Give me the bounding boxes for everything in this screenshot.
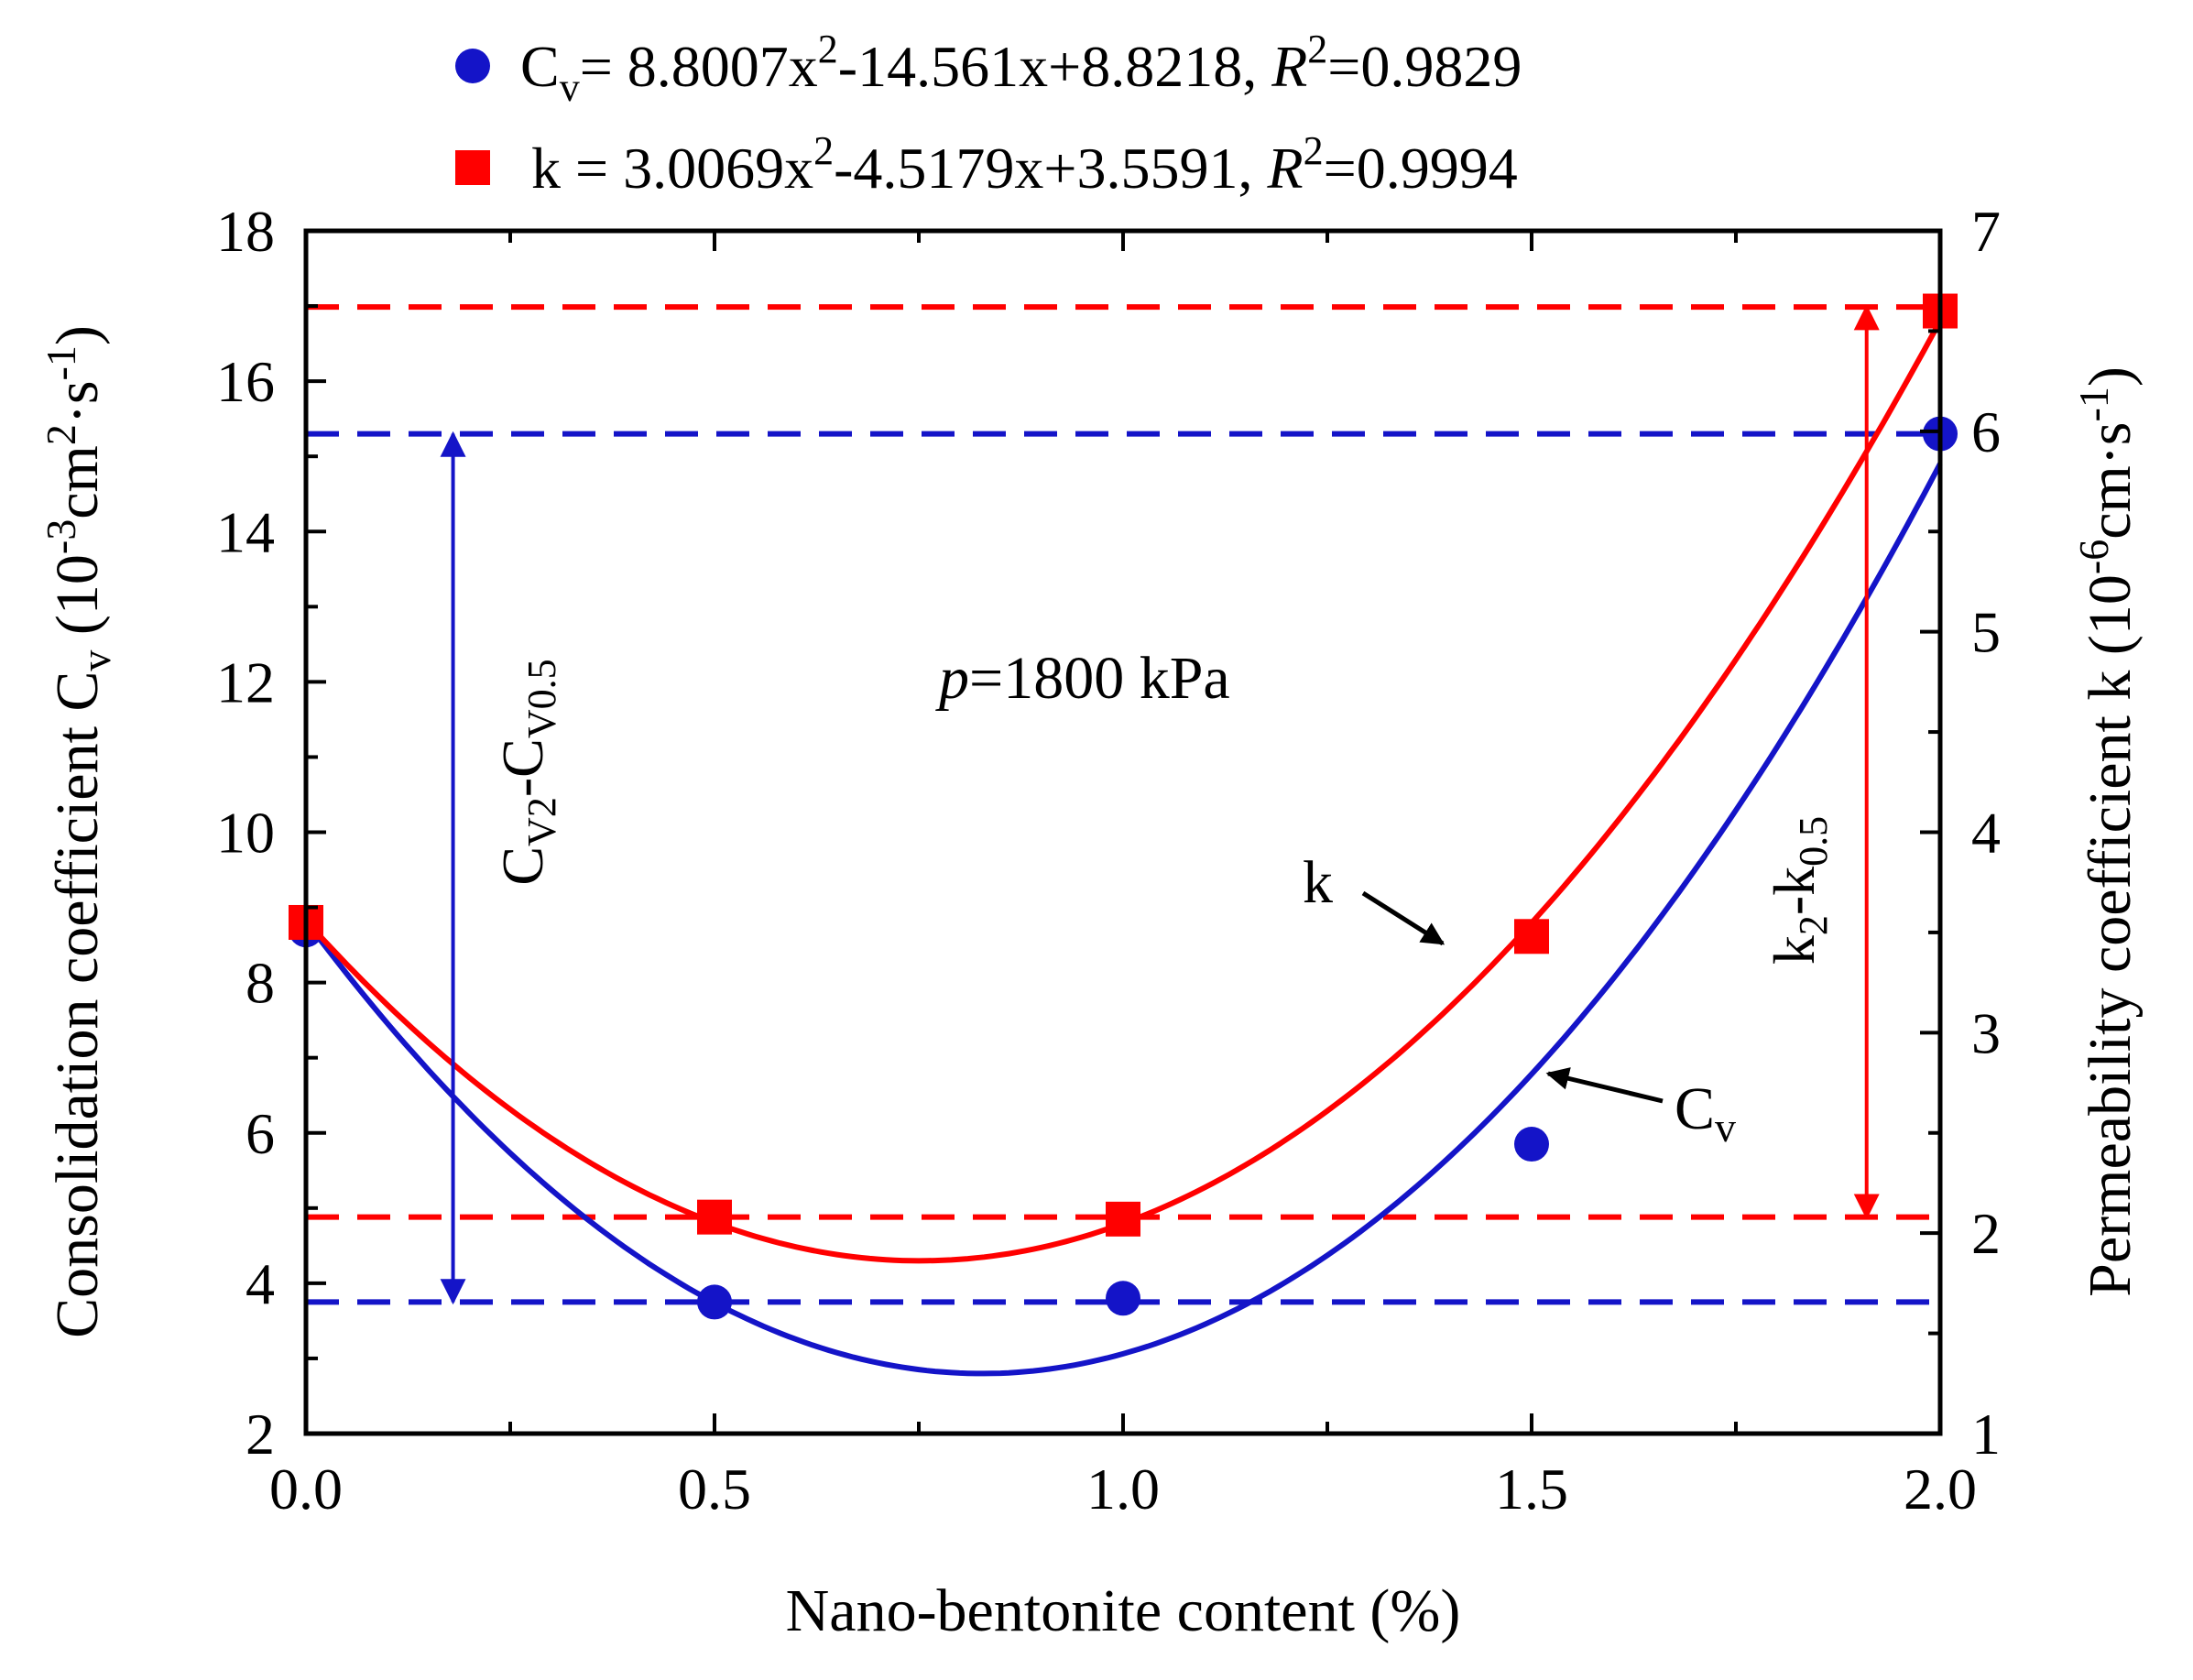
y-right-tick-label: 6 [1971, 399, 2001, 464]
x-tick-label: 0.0 [269, 1456, 343, 1522]
y-right-tick-label: 7 [1971, 199, 2001, 264]
y-right-tick-label: 2 [1971, 1201, 2001, 1266]
legend-k-text: k = 3.0069x2-4.5179x+3.5591, R2=0.9994 [531, 128, 1518, 201]
x-tick-label: 1.5 [1495, 1456, 1568, 1522]
x-axis-label: Nano-bentonite content (%) [786, 1577, 1461, 1644]
y-left-tick-label: 16 [216, 349, 275, 414]
y-left-tick-label: 14 [216, 499, 275, 564]
point-k-2 [1106, 1201, 1140, 1237]
legend-cv-text: Cv= 8.8007x2-14.561x+8.8218, R2=0.9829 [520, 27, 1522, 110]
legend: Cv= 8.8007x2-14.561x+8.8218, R2=0.9829 k… [455, 27, 1522, 201]
point-k-1 [697, 1199, 732, 1235]
k-curve-label: k [1303, 849, 1333, 916]
y-left-tick-label: 10 [216, 801, 275, 866]
cv-diff-label: CV2-CV0.5 [490, 659, 564, 885]
y-left-tick-label: 6 [245, 1101, 275, 1166]
y-right-tick-label: 5 [1971, 600, 2001, 665]
y-right-tick-label: 1 [1971, 1402, 2001, 1467]
range-arrows [440, 304, 1880, 1305]
y-right-tick-label: 3 [1971, 1000, 2001, 1065]
legend-cv-marker [455, 49, 490, 83]
cv-curve-label: Cv [1675, 1075, 1736, 1151]
y-left-tick-label: 12 [216, 649, 275, 715]
y-left-tick-label: 18 [216, 199, 275, 264]
x-tick-label: 1.0 [1086, 1456, 1160, 1522]
point-k-3 [1514, 919, 1549, 955]
y-left-tick-label: 4 [245, 1251, 275, 1316]
y-left-tick-label: 2 [245, 1402, 275, 1467]
point-cv-1 [697, 1284, 732, 1320]
pressure-annotation: p=1800 kPa [935, 645, 1230, 712]
k-diff-label: k2-k0.5 [1762, 816, 1836, 965]
y-left-tick-label: 8 [245, 951, 275, 1016]
point-cv-2 [1106, 1281, 1140, 1316]
legend-k-marker [455, 150, 490, 185]
x-tick-label: 2.0 [1904, 1456, 1977, 1522]
reference-lines [306, 304, 1940, 1305]
y-axis-right-label: Permeability coefficient k (10-6cm·s-1) [2070, 366, 2144, 1297]
x-tick-label: 0.5 [678, 1456, 751, 1522]
y-right-tick-label: 4 [1971, 801, 2001, 866]
y-axis-left-label: Consolidation coefficient Cv (10-3cm2·s-… [38, 325, 119, 1338]
point-cv-3 [1514, 1127, 1549, 1162]
k-pointer-arrow [1361, 890, 1446, 946]
cv-pointer-arrow [1545, 1067, 1664, 1104]
axis-ticks [304, 229, 1942, 1435]
fit-curve-cv [303, 462, 1943, 1377]
